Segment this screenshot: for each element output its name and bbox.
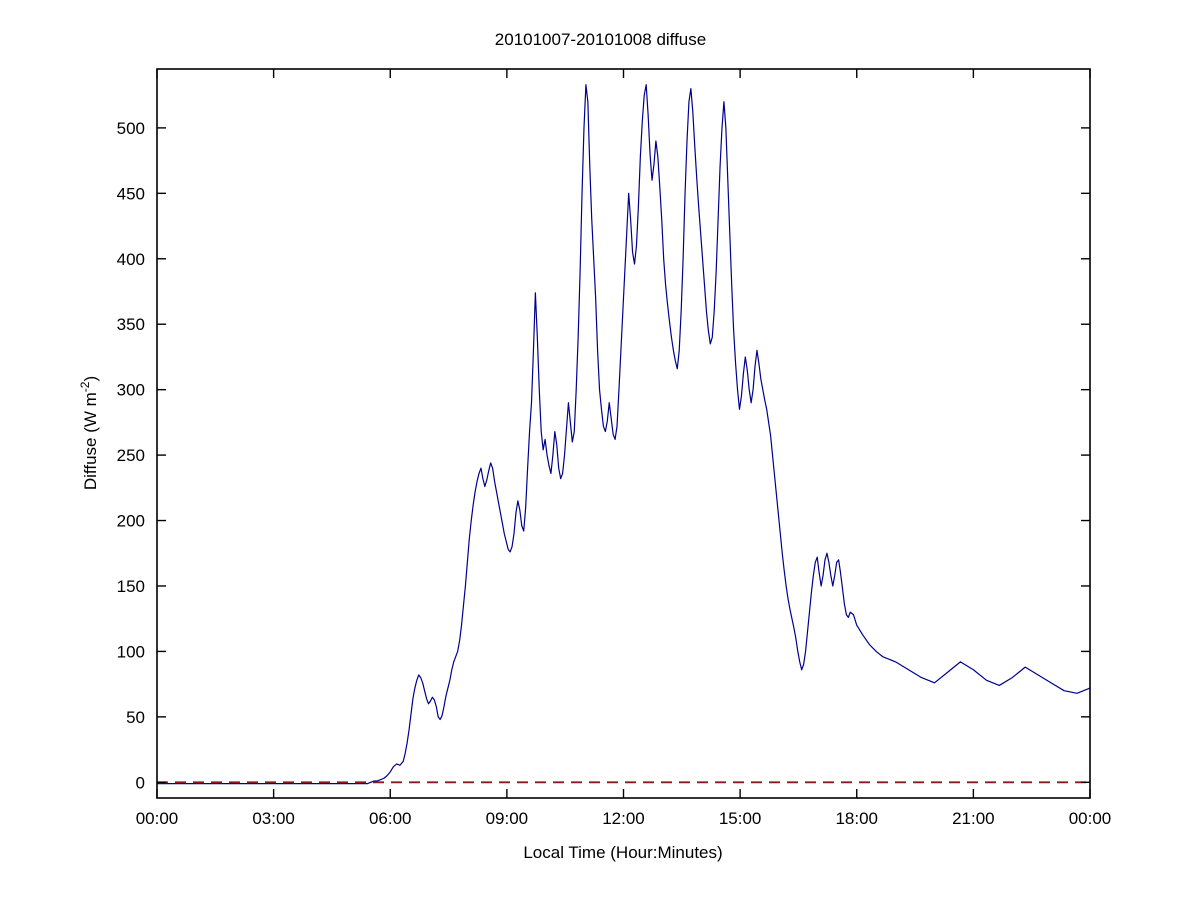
y-tick-label: 50 [126,708,145,727]
y-tick-label: 450 [117,184,145,203]
x-tick-label: 15:00 [719,809,762,828]
y-axis-label: Diffuse (W m-2) [78,376,100,490]
y-axis-label-superscript: -2 [78,381,92,392]
x-tick-label: 21:00 [952,809,995,828]
x-tick-label: 03:00 [252,809,295,828]
y-tick-label: 500 [117,119,145,138]
x-axis-label: Local Time (Hour:Minutes) [523,843,722,862]
svg-text:Diffuse (W m-2): Diffuse (W m-2) [78,376,100,490]
x-tick-label: 00:00 [136,809,179,828]
x-tick-label: 06:00 [369,809,412,828]
y-axis-label-main: Diffuse (W m [81,392,100,490]
y-tick-label: 350 [117,315,145,334]
tick-layer [156,69,1091,798]
y-axis-label-tail: ) [81,376,100,382]
chart-title: 20101007-20101008 diffuse [494,30,707,49]
tick-label-layer: 0 50 100 150 200 250 300 350 400 450 500 00:00 03:00… [117,119,1112,828]
y-tick-label: 400 [117,250,145,269]
x-tick-label: 00:00 [1069,809,1112,828]
y-tick-label: 300 [117,381,145,400]
y-tick-label: 100 [117,642,145,661]
x-tick-label: 12:00 [602,809,645,828]
y-tick-label: 250 [117,446,145,465]
axis-frame [156,68,1091,799]
x-tick-label: 09:00 [486,809,529,828]
y-tick-label: 200 [117,512,145,531]
x-tick-label: 18:00 [835,809,878,828]
y-tick-label: 150 [117,577,145,596]
y-tick-label: 0 [136,773,145,792]
diffuse-data-line [156,84,1091,785]
